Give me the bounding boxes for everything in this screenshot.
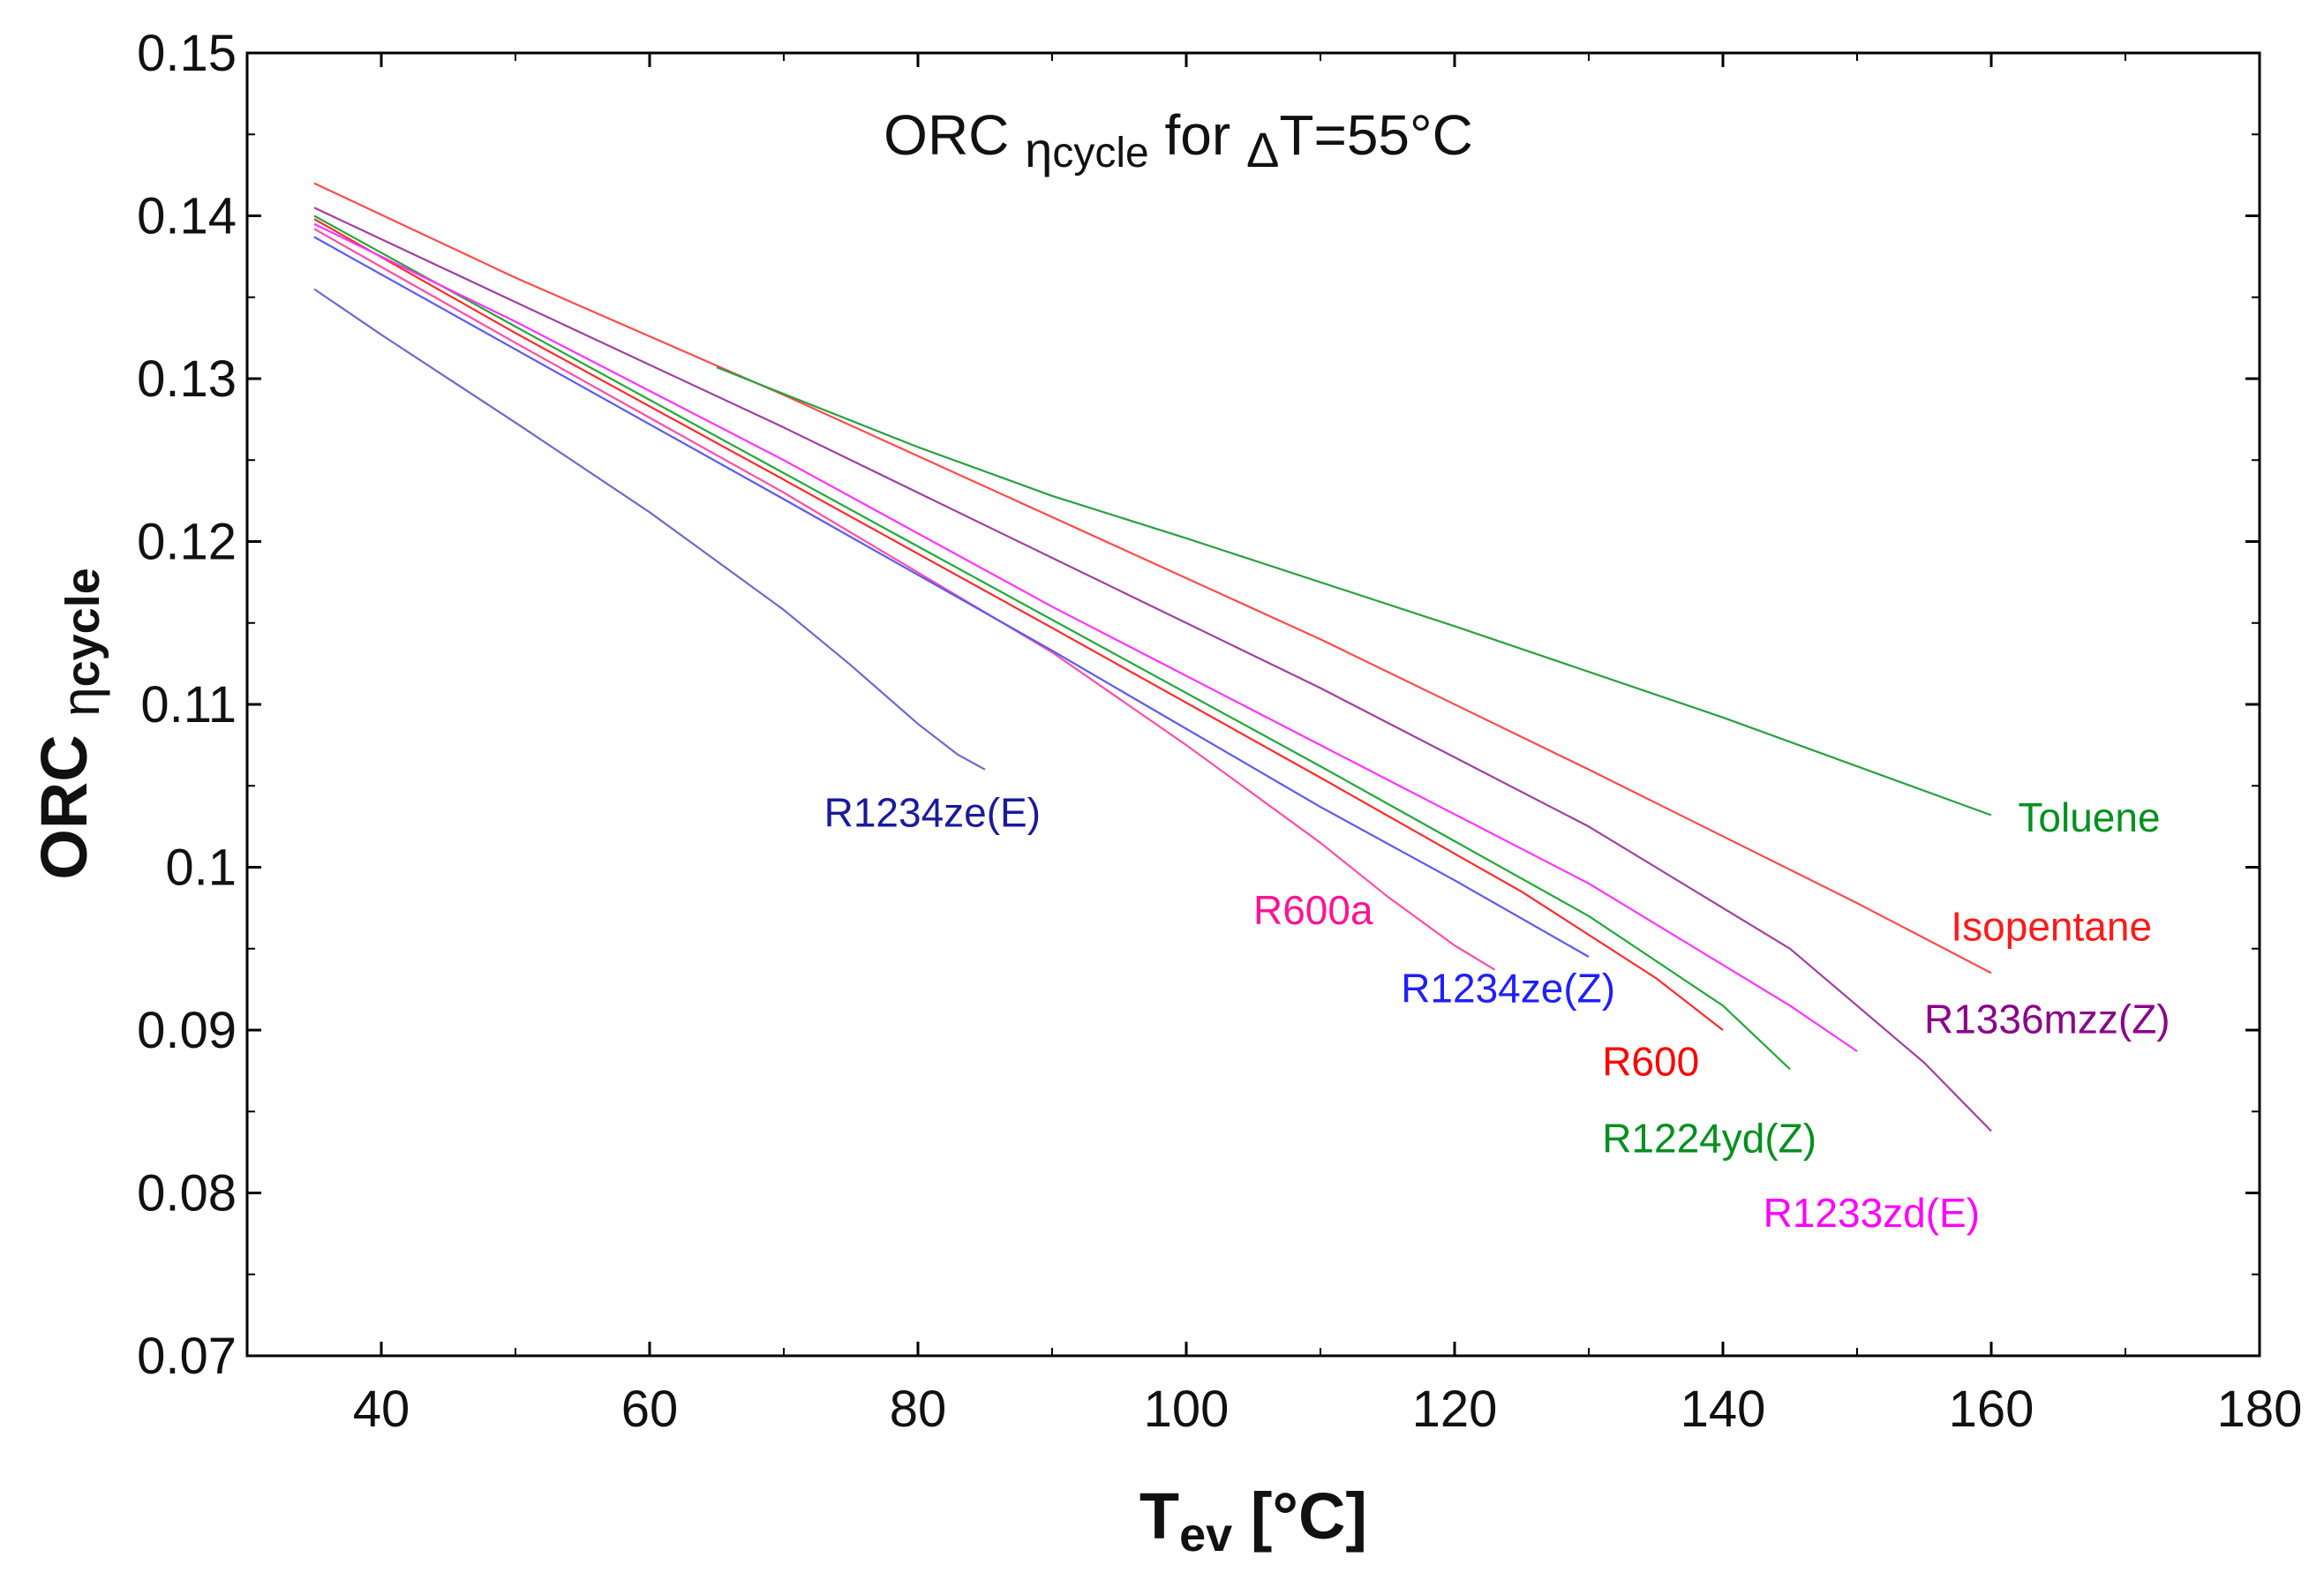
series-line-r1336mzz-z — [313, 207, 1992, 1132]
series-line-r600 — [313, 218, 1724, 1031]
y-tick-label: 0.14 — [137, 188, 237, 245]
series-label-r1234ze-z: R1234ze(Z) — [1401, 966, 1615, 1012]
series-line-r600a — [313, 228, 1496, 971]
x-axis-title: Tev [°C] — [1139, 1479, 1367, 1561]
x-tick-label: 160 — [1949, 1381, 2034, 1438]
series-line-r1224yd-z — [313, 214, 1791, 1071]
series-lines — [313, 182, 1992, 1132]
y-tick-label: 0.08 — [137, 1165, 237, 1223]
series-label-isopentane: Isopentane — [1951, 904, 2152, 950]
y-tick-label: 0.09 — [137, 1002, 237, 1059]
x-tick-label: 140 — [1681, 1381, 1766, 1438]
x-tick-label: 60 — [621, 1381, 679, 1438]
y-tick-label: 0.12 — [137, 514, 237, 571]
series-label-r600: R600 — [1602, 1039, 1699, 1085]
series-label-r1336mzz-z: R1336mzz(Z) — [1924, 997, 2170, 1042]
x-tick-label: 40 — [353, 1381, 410, 1438]
series-label-r1224yd-z: R1224yd(Z) — [1602, 1115, 1816, 1161]
x-tick-label: 80 — [890, 1381, 947, 1438]
y-axis-title: ORC ηcycle — [27, 568, 110, 880]
series-line-r1234ze-z — [313, 236, 1590, 958]
series-label-r1233zd-e: R1233zd(E) — [1764, 1190, 1980, 1236]
y-tick-label: 0.13 — [137, 350, 237, 408]
x-tick-label: 100 — [1144, 1381, 1230, 1438]
axis-ticks: 40 60 80 100 120 140 160 180 0.07 0.08 0.09 0.1 0.11… — [137, 25, 2302, 1438]
series-label-toluene: Toluene — [2018, 794, 2160, 840]
y-tick-label: 0.07 — [137, 1328, 237, 1385]
plot-frame — [245, 51, 2261, 1358]
series-label-r1234ze-e: R1234ze(E) — [824, 789, 1041, 835]
x-tick-label: 180 — [2217, 1381, 2303, 1438]
series-line-toluene — [716, 366, 1992, 816]
chart-title: ORC ηcycle for ΔT=55°C — [884, 103, 1473, 177]
x-tick-label: 120 — [1412, 1381, 1498, 1438]
series-line-r1234ze-e — [313, 288, 986, 771]
series-labels: R1234ze(E) R600a R1234ze(Z) R600 R1224yd(Z) R… — [824, 789, 2170, 1236]
y-tick-label: 0.1 — [165, 839, 237, 897]
y-tick-label: 0.15 — [137, 25, 237, 82]
y-tick-label: 0.11 — [140, 676, 237, 734]
series-line-r1233zd-e — [313, 222, 1858, 1052]
series-line-isopentane — [313, 182, 1992, 974]
series-label-r600a: R600a — [1253, 887, 1373, 933]
